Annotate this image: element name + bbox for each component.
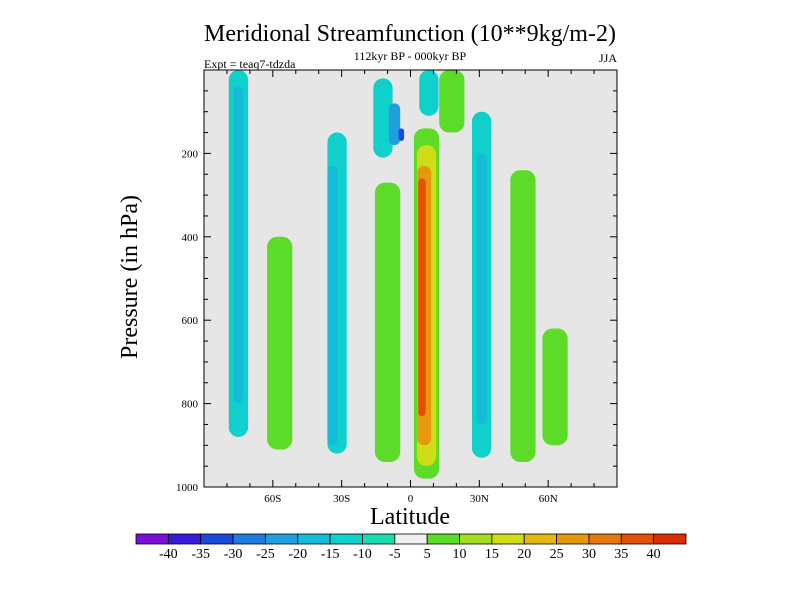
- x-tick-label: 60N: [539, 493, 558, 505]
- chart-title: Meridional Streamfunction (10**9kg/m-2): [204, 21, 616, 47]
- y-axis-label: Pressure (in hPa): [117, 195, 143, 359]
- x-tick-label: 30S: [333, 493, 350, 505]
- colorbar-label: 40: [647, 547, 661, 562]
- colorbar-swatch: [265, 533, 299, 545]
- contour-cell: [418, 178, 426, 417]
- colorbar-label: 15: [485, 547, 499, 562]
- y-axis-ticks: 200 400 600 800 1000: [176, 90, 617, 494]
- colorbar-label: 25: [550, 547, 564, 562]
- colorbar-swatch: [232, 533, 266, 545]
- colorbar-label: -20: [288, 547, 307, 562]
- y-tick-label: 800: [182, 399, 199, 411]
- colorbar-swatch: [523, 533, 557, 545]
- chart-subtitle: 112kyr BP - 000kyr BP: [354, 49, 467, 63]
- colorbar-swatch: [329, 533, 363, 545]
- colorbar-swatch: [491, 533, 525, 545]
- contour-cell: [510, 170, 536, 462]
- colorbar-label: 20: [517, 547, 531, 562]
- colorbar-label: -25: [256, 547, 275, 562]
- colorbar-label: 35: [614, 547, 628, 562]
- contour-cell: [419, 70, 439, 116]
- colorbar-label: -35: [191, 547, 210, 562]
- colorbar-swatch: [200, 533, 234, 545]
- colorbar-swatch: [588, 533, 622, 545]
- colorbar-swatch: [556, 533, 590, 545]
- colorbar-swatch: [362, 533, 396, 545]
- colorbar-label: -10: [353, 547, 372, 562]
- colorbar-label: -5: [389, 547, 401, 562]
- colorbar-swatch: [394, 533, 428, 545]
- x-axis-label: Latitude: [370, 504, 450, 530]
- contour-cell: [476, 153, 487, 425]
- colorbar-label: -30: [224, 547, 243, 562]
- season-label: JJA: [599, 51, 617, 65]
- contour-cell: [267, 236, 293, 450]
- contour-cell: [233, 86, 244, 404]
- contour-cell: [439, 70, 465, 133]
- contour-cell: [373, 78, 393, 158]
- x-tick-label: 60S: [264, 493, 281, 505]
- colorbar-label: -15: [321, 547, 340, 562]
- colorbar-swatch: [426, 533, 460, 545]
- x-tick-label: 30N: [470, 493, 489, 505]
- colorbar: -40 -35 -30 -25 -20 -15 -10 -5 5 10 15 20 25 30 35 40: [135, 533, 687, 562]
- colorbar-label: 30: [582, 547, 596, 562]
- colorbar-swatch: [620, 533, 655, 545]
- contour-cell: [374, 182, 401, 462]
- colorbar-swatch: [653, 533, 687, 545]
- colorbar-swatch: [135, 533, 169, 545]
- colorbar-label: 5: [424, 547, 431, 562]
- plot-area: 60S 30S 0 30N 60N 200 400 600 800 1000: [176, 69, 618, 505]
- contour-cell: [327, 165, 338, 446]
- colorbar-swatch: [167, 533, 202, 545]
- contour-cell: [542, 328, 568, 446]
- y-tick-label: 200: [182, 148, 199, 160]
- colorbar-label: 10: [453, 547, 467, 562]
- experiment-label: Expt = teaq7-tdzda: [204, 57, 296, 71]
- x-axis-ticks: 60S 30S 0 30N 60N: [226, 70, 595, 505]
- x-tick-label: 0: [408, 493, 414, 505]
- colorbar-label: -40: [159, 547, 178, 562]
- contour-cell: [388, 103, 401, 146]
- y-tick-label: 1000: [176, 482, 199, 494]
- y-tick-label: 400: [182, 232, 199, 244]
- contour-cell: [398, 128, 405, 141]
- colorbar-swatch: [459, 533, 493, 545]
- contour-fills: [228, 70, 568, 479]
- y-tick-label: 600: [182, 315, 199, 327]
- colorbar-swatch: [297, 533, 331, 545]
